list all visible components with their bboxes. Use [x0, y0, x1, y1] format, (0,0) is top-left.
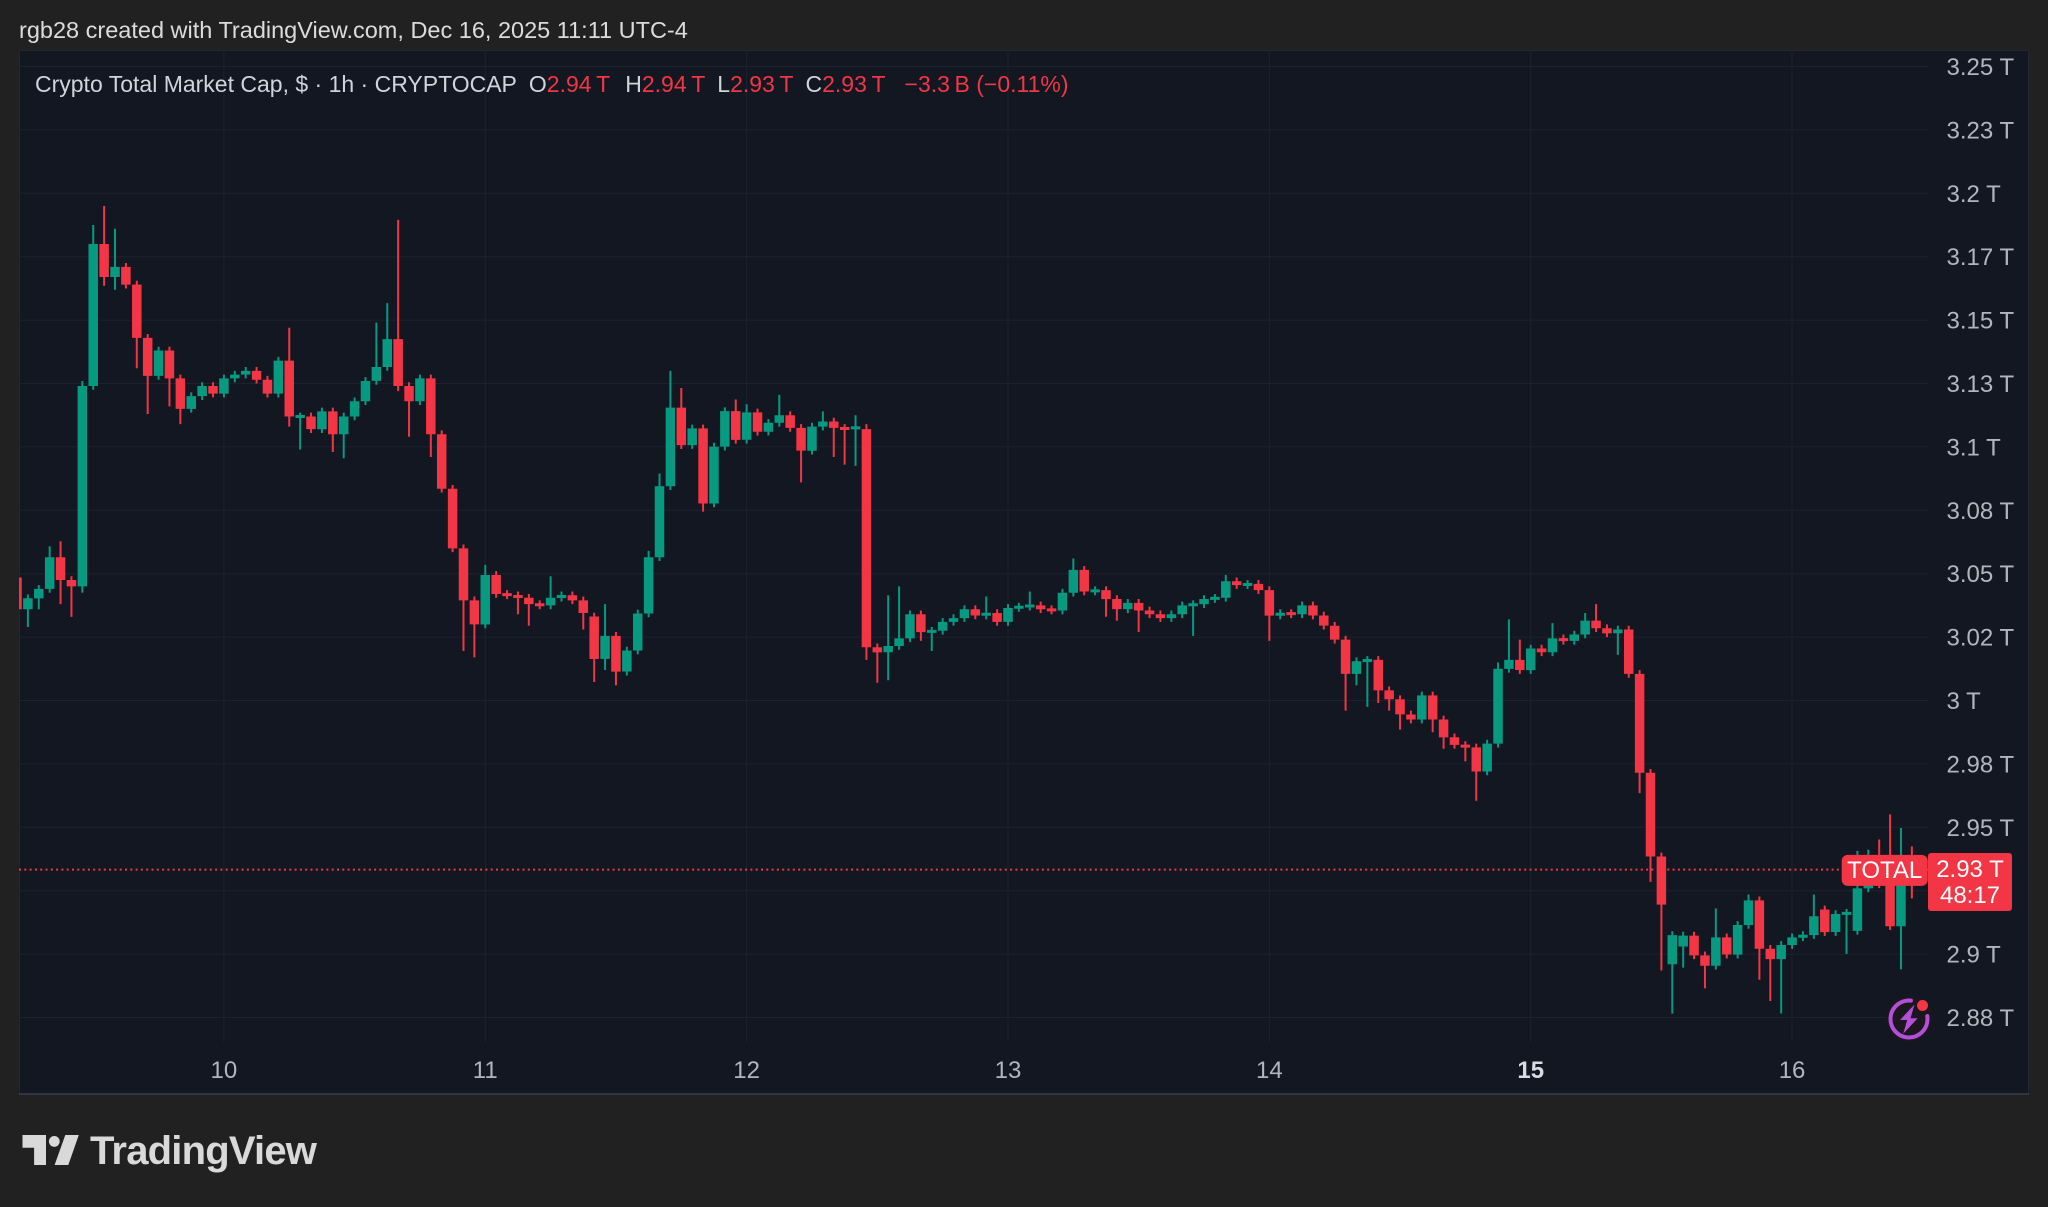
svg-text:2.9 T: 2.9 T — [1947, 942, 2002, 969]
svg-text:2.93 T: 2.93 T — [1936, 856, 2004, 883]
svg-text:TOTAL: TOTAL — [1847, 857, 1922, 884]
svg-text:10: 10 — [211, 1057, 238, 1084]
svg-text:13: 13 — [995, 1057, 1022, 1084]
svg-text:3.15 T: 3.15 T — [1947, 308, 2015, 335]
svg-text:2.95 T: 2.95 T — [1947, 815, 2015, 842]
svg-text:3.17 T: 3.17 T — [1947, 244, 2015, 271]
svg-text:16: 16 — [1779, 1057, 1806, 1084]
svg-text:3.23 T: 3.23 T — [1947, 117, 2015, 144]
svg-text:3.2 T: 3.2 T — [1947, 181, 2002, 208]
svg-text:15: 15 — [1517, 1057, 1544, 1084]
svg-text:48:17: 48:17 — [1940, 882, 2000, 909]
svg-text:2.88 T: 2.88 T — [1947, 1005, 2015, 1032]
svg-text:2.98 T: 2.98 T — [1947, 751, 2015, 778]
svg-text:14: 14 — [1256, 1057, 1283, 1084]
svg-text:12: 12 — [733, 1057, 760, 1084]
svg-text:3.02 T: 3.02 T — [1947, 625, 2015, 652]
svg-text:11: 11 — [473, 1057, 498, 1084]
svg-text:3.25 T: 3.25 T — [1947, 54, 2015, 81]
svg-text:3.08 T: 3.08 T — [1947, 498, 2015, 525]
svg-text:3.1 T: 3.1 T — [1947, 434, 2002, 461]
svg-text:3.05 T: 3.05 T — [1947, 561, 2015, 588]
svg-text:3 T: 3 T — [1947, 688, 1982, 715]
svg-text:3.13 T: 3.13 T — [1947, 371, 2015, 398]
